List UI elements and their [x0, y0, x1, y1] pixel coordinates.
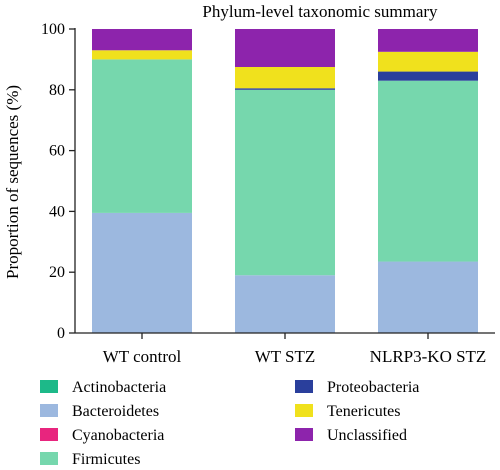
- legend-label-tenericutes: Tenericutes: [327, 403, 401, 420]
- legend-label-actinobacteria: Actinobacteria: [72, 379, 166, 396]
- bar-segment-tenericutes-1: [92, 50, 192, 60]
- bar-segment-proteobacteria-3: [378, 71, 478, 81]
- legend-swatch-actinobacteria: [40, 380, 58, 393]
- legend-label-bacteroidetes: Bacteroidetes: [72, 403, 159, 420]
- bar-segment-tenericutes-2: [235, 67, 335, 89]
- bar-segment-firmicutes-3: [378, 80, 478, 262]
- legend-swatch-bacteroidetes: [40, 404, 58, 417]
- legend: Actinobacteria Bacteroidetes Cyanobacteria…: [40, 379, 419, 468]
- legend-label-proteobacteria: Proteobacteria: [327, 379, 419, 396]
- bar-segment-tenericutes-3: [378, 51, 478, 72]
- category-label-3: NLRP3-KO STZ: [370, 347, 487, 366]
- legend-swatch-tenericutes: [295, 404, 313, 417]
- legend-label-cyanobacteria: Cyanobacteria: [72, 427, 164, 444]
- category-label-2: WT STZ: [255, 347, 316, 366]
- y-tick-label-80: 80: [49, 82, 65, 99]
- bar-segment-firmicutes-1: [92, 59, 192, 213]
- y-axis-title: Proportion of sequences (%): [3, 85, 22, 279]
- bar-segment-unclassified-2: [235, 29, 335, 67]
- bar-segment-firmicutes-2: [235, 89, 335, 276]
- bar-segment-proteobacteria-2: [235, 88, 335, 90]
- category-label-1: WT control: [103, 347, 182, 366]
- y-tick-label-40: 40: [49, 203, 65, 220]
- legend-swatch-proteobacteria: [295, 380, 313, 393]
- y-tick-label-20: 20: [49, 264, 65, 281]
- bar-segment-unclassified-3: [378, 29, 478, 52]
- legend-label-unclassified: Unclassified: [327, 427, 407, 444]
- chart-title: Phylum-level taxonomic summary: [202, 2, 438, 21]
- legend-swatch-cyanobacteria: [40, 428, 58, 441]
- legend-label-firmicutes: Firmicutes: [72, 451, 140, 468]
- plot-area: 0 20 40 60 80 100 WT control WT STZ NLRP3-KO STZ: [41, 21, 495, 366]
- legend-swatch-unclassified: [295, 428, 313, 441]
- y-tick-label-60: 60: [49, 143, 65, 160]
- legend-swatch-firmicutes: [40, 452, 58, 465]
- bar-segment-bacteroidetes-3: [378, 261, 478, 333]
- y-tick-label-100: 100: [41, 21, 65, 38]
- bar-segment-bacteroidetes-2: [235, 275, 335, 333]
- y-tick-label-0: 0: [57, 325, 65, 342]
- bar-segment-unclassified-1: [92, 29, 192, 51]
- bar-segment-bacteroidetes-1: [92, 212, 192, 333]
